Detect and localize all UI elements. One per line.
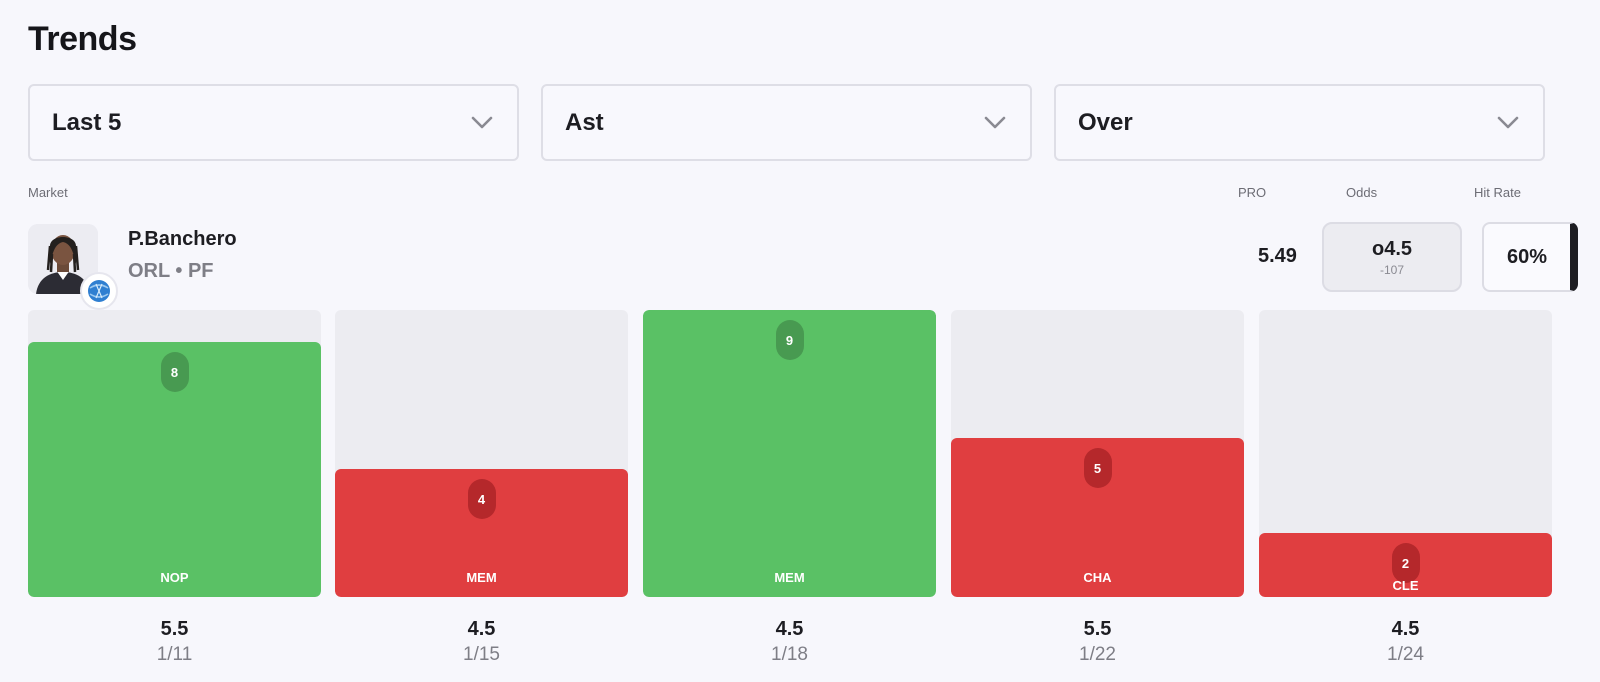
game-bar: 2 CLE [1259,533,1552,597]
bar-value-label: 8 [160,352,189,392]
stat-dropdown-value: Ast [565,108,604,136]
game-line-value: 4.5 [1391,618,1420,640]
player-avatar [28,224,98,294]
side-dropdown[interactable]: Over [1054,84,1545,161]
game-line-value: 4.5 [467,618,496,640]
pro-projection-value: 5.49 [1258,245,1297,267]
game-date: 1/15 [463,644,500,665]
game-bar-slot[interactable]: 9 MEM [643,310,936,597]
game-bar-slot[interactable]: 4 MEM [335,310,628,597]
game-bar-slot[interactable]: 5 CHA [951,310,1244,597]
game-bar: 8 NOP [28,342,321,597]
chevron-down-icon [982,110,1008,136]
game-caption: 4.5 1/18 [643,618,936,666]
team-logo-icon [80,272,118,310]
opponent-label: CHA [1083,570,1112,585]
bar-value-label: 9 [775,320,804,360]
stat-dropdown[interactable]: Ast [541,84,1032,161]
game-bar: 4 MEM [335,469,628,597]
range-dropdown[interactable]: Last 5 [28,84,519,161]
pro-column-label: PRO [1238,185,1267,200]
range-dropdown-value: Last 5 [52,108,122,136]
player-row: P.Banchero ORL • PF 5.49 o4.5 -107 60% [28,222,1580,310]
game-line-value: 5.5 [160,618,189,640]
game-bar-slot[interactable]: 8 NOP [28,310,321,597]
chevron-down-icon [469,110,495,136]
game-caption: 5.5 1/22 [951,618,1244,666]
market-column-label: Market [28,185,68,200]
bar-value-label: 2 [1391,543,1420,583]
odds-button[interactable]: o4.5 -107 [1322,222,1462,292]
hit-rate-badge: 60% [1482,222,1578,292]
player-team-position: ORL • PF [128,260,214,282]
opponent-label: NOP [160,570,189,585]
game-caption: 4.5 1/15 [335,618,628,666]
player-name[interactable]: P.Banchero [128,228,237,250]
game-bar: 9 MEM [643,310,936,597]
odds-price: -107 [1379,262,1405,277]
game-date: 1/24 [1387,644,1424,665]
game-caption: 5.5 1/11 [28,618,321,666]
side-dropdown-value: Over [1078,108,1133,136]
chevron-down-icon [1495,110,1521,136]
hit-rate-column-label: Hit Rate [1474,185,1521,200]
section-title: Trends [28,20,137,58]
game-caption: 4.5 1/24 [1259,618,1552,666]
game-line-value: 5.5 [1083,618,1112,640]
opponent-label: MEM [774,570,805,585]
odds-column-label: Odds [1346,185,1378,200]
game-bar: 5 CHA [951,438,1244,597]
game-date: 1/22 [1079,644,1116,665]
game-line-value: 4.5 [775,618,804,640]
game-date: 1/11 [156,644,193,665]
odds-line: o4.5 [1371,237,1413,260]
game-bar-slot[interactable]: 2 CLE [1259,310,1552,597]
opponent-label: CLE [1392,578,1419,593]
bar-value-label: 4 [467,479,496,519]
bar-value-label: 5 [1083,448,1112,488]
game-date: 1/18 [771,644,808,665]
opponent-label: MEM [466,570,497,585]
